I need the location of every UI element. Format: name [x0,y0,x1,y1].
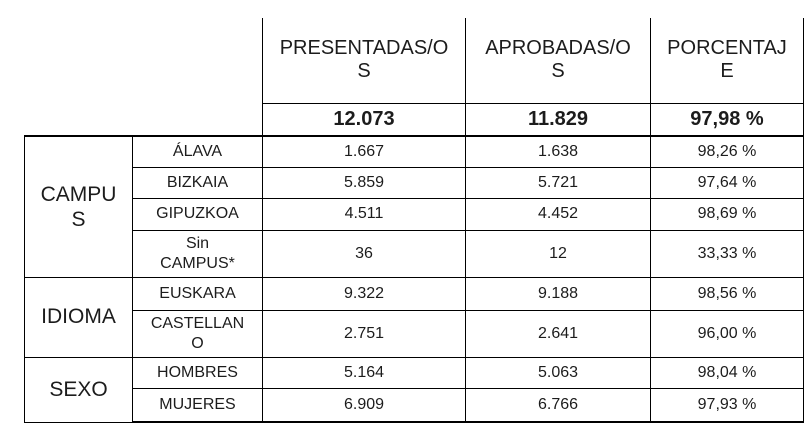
cell-aprobadas: 5.063 [465,356,651,389]
cell-porcentaje: 96,00 % [650,309,804,358]
total-aprobadas: 11.829 [465,103,651,137]
group-label-sexo: SEXO [24,356,133,423]
row-label-sin-campus: Sin CAMPUS* [132,229,263,278]
cell-porcentaje: 97,64 % [650,166,804,199]
group-label-idioma: IDIOMA [24,276,133,358]
row-label-castellano: CASTELLAN O [132,309,263,358]
cell-presentadas: 2.751 [262,309,466,358]
cell-presentadas: 36 [262,229,466,278]
col-header-porcentaje: PORCENTAJ E [650,18,804,104]
table-row: IDIOMA EUSKARA 9.322 9.188 98,56 % [24,276,804,358]
total-porcentaje: 97,98 % [650,103,804,137]
cell-aprobadas: 12 [465,229,651,278]
col-header-aprobadas: APROBADAS/O S [465,18,651,104]
table-row: GIPUZKOA 4.511 4.452 98,69 % [25,197,804,231]
page: { "table": { "columns": { "presentadas":… [0,18,810,429]
cell-aprobadas: 2.641 [465,309,651,358]
group-label-campus: CAMPU S [24,135,133,278]
cell-presentadas: 6.909 [262,387,466,423]
header-spacer [25,18,263,103]
cell-porcentaje: 98,04 % [650,356,804,389]
table-row: CAMPU S ÁLAVA 1.667 1.638 98,26 % [24,135,804,278]
totals-row: 12.073 11.829 97,98 % [24,103,804,137]
cell-porcentaje: 97,93 % [650,387,804,423]
cell-presentadas: 1.667 [262,135,466,168]
cell-aprobadas: 9.188 [465,276,651,311]
cell-porcentaje: 98,56 % [650,276,804,311]
table-row: CASTELLAN O 2.751 2.641 96,00 % [25,309,804,358]
cell-porcentaje: 98,26 % [650,135,804,168]
row-label-euskara: EUSKARA [132,276,263,311]
table-row: SEXO HOMBRES 5.164 5.063 98,04 % [24,356,804,423]
table-row: Sin CAMPUS* 36 12 33,33 % [25,229,804,278]
col-header-presentadas: PRESENTADAS/O S [262,18,466,104]
results-table: PRESENTADAS/O S APROBADAS/O S PORCENTAJ … [24,18,804,423]
table-row: BIZKAIA 5.859 5.721 97,64 % [25,166,804,199]
cell-porcentaje: 98,69 % [650,197,804,231]
cell-presentadas: 5.164 [262,356,466,389]
row-label-mujeres: MUJERES [132,387,263,423]
row-label-alava: ÁLAVA [132,135,263,168]
row-label-bizkaia: BIZKAIA [132,166,263,199]
header-row: PRESENTADAS/O S APROBADAS/O S PORCENTAJ … [25,18,804,104]
cell-aprobadas: 6.766 [465,387,651,423]
row-label-hombres: HOMBRES [132,356,263,389]
cell-aprobadas: 4.452 [465,197,651,231]
cell-presentadas: 9.322 [262,276,466,311]
cell-aprobadas: 5.721 [465,166,651,199]
cell-aprobadas: 1.638 [465,135,651,168]
cell-porcentaje: 33,33 % [650,229,804,278]
totals-spacer [24,103,263,137]
row-label-gipuzkoa: GIPUZKOA [132,197,263,231]
cell-presentadas: 4.511 [262,197,466,231]
table-row: MUJERES 6.909 6.766 97,93 % [25,387,804,423]
cell-presentadas: 5.859 [262,166,466,199]
total-presentadas: 12.073 [262,103,466,137]
